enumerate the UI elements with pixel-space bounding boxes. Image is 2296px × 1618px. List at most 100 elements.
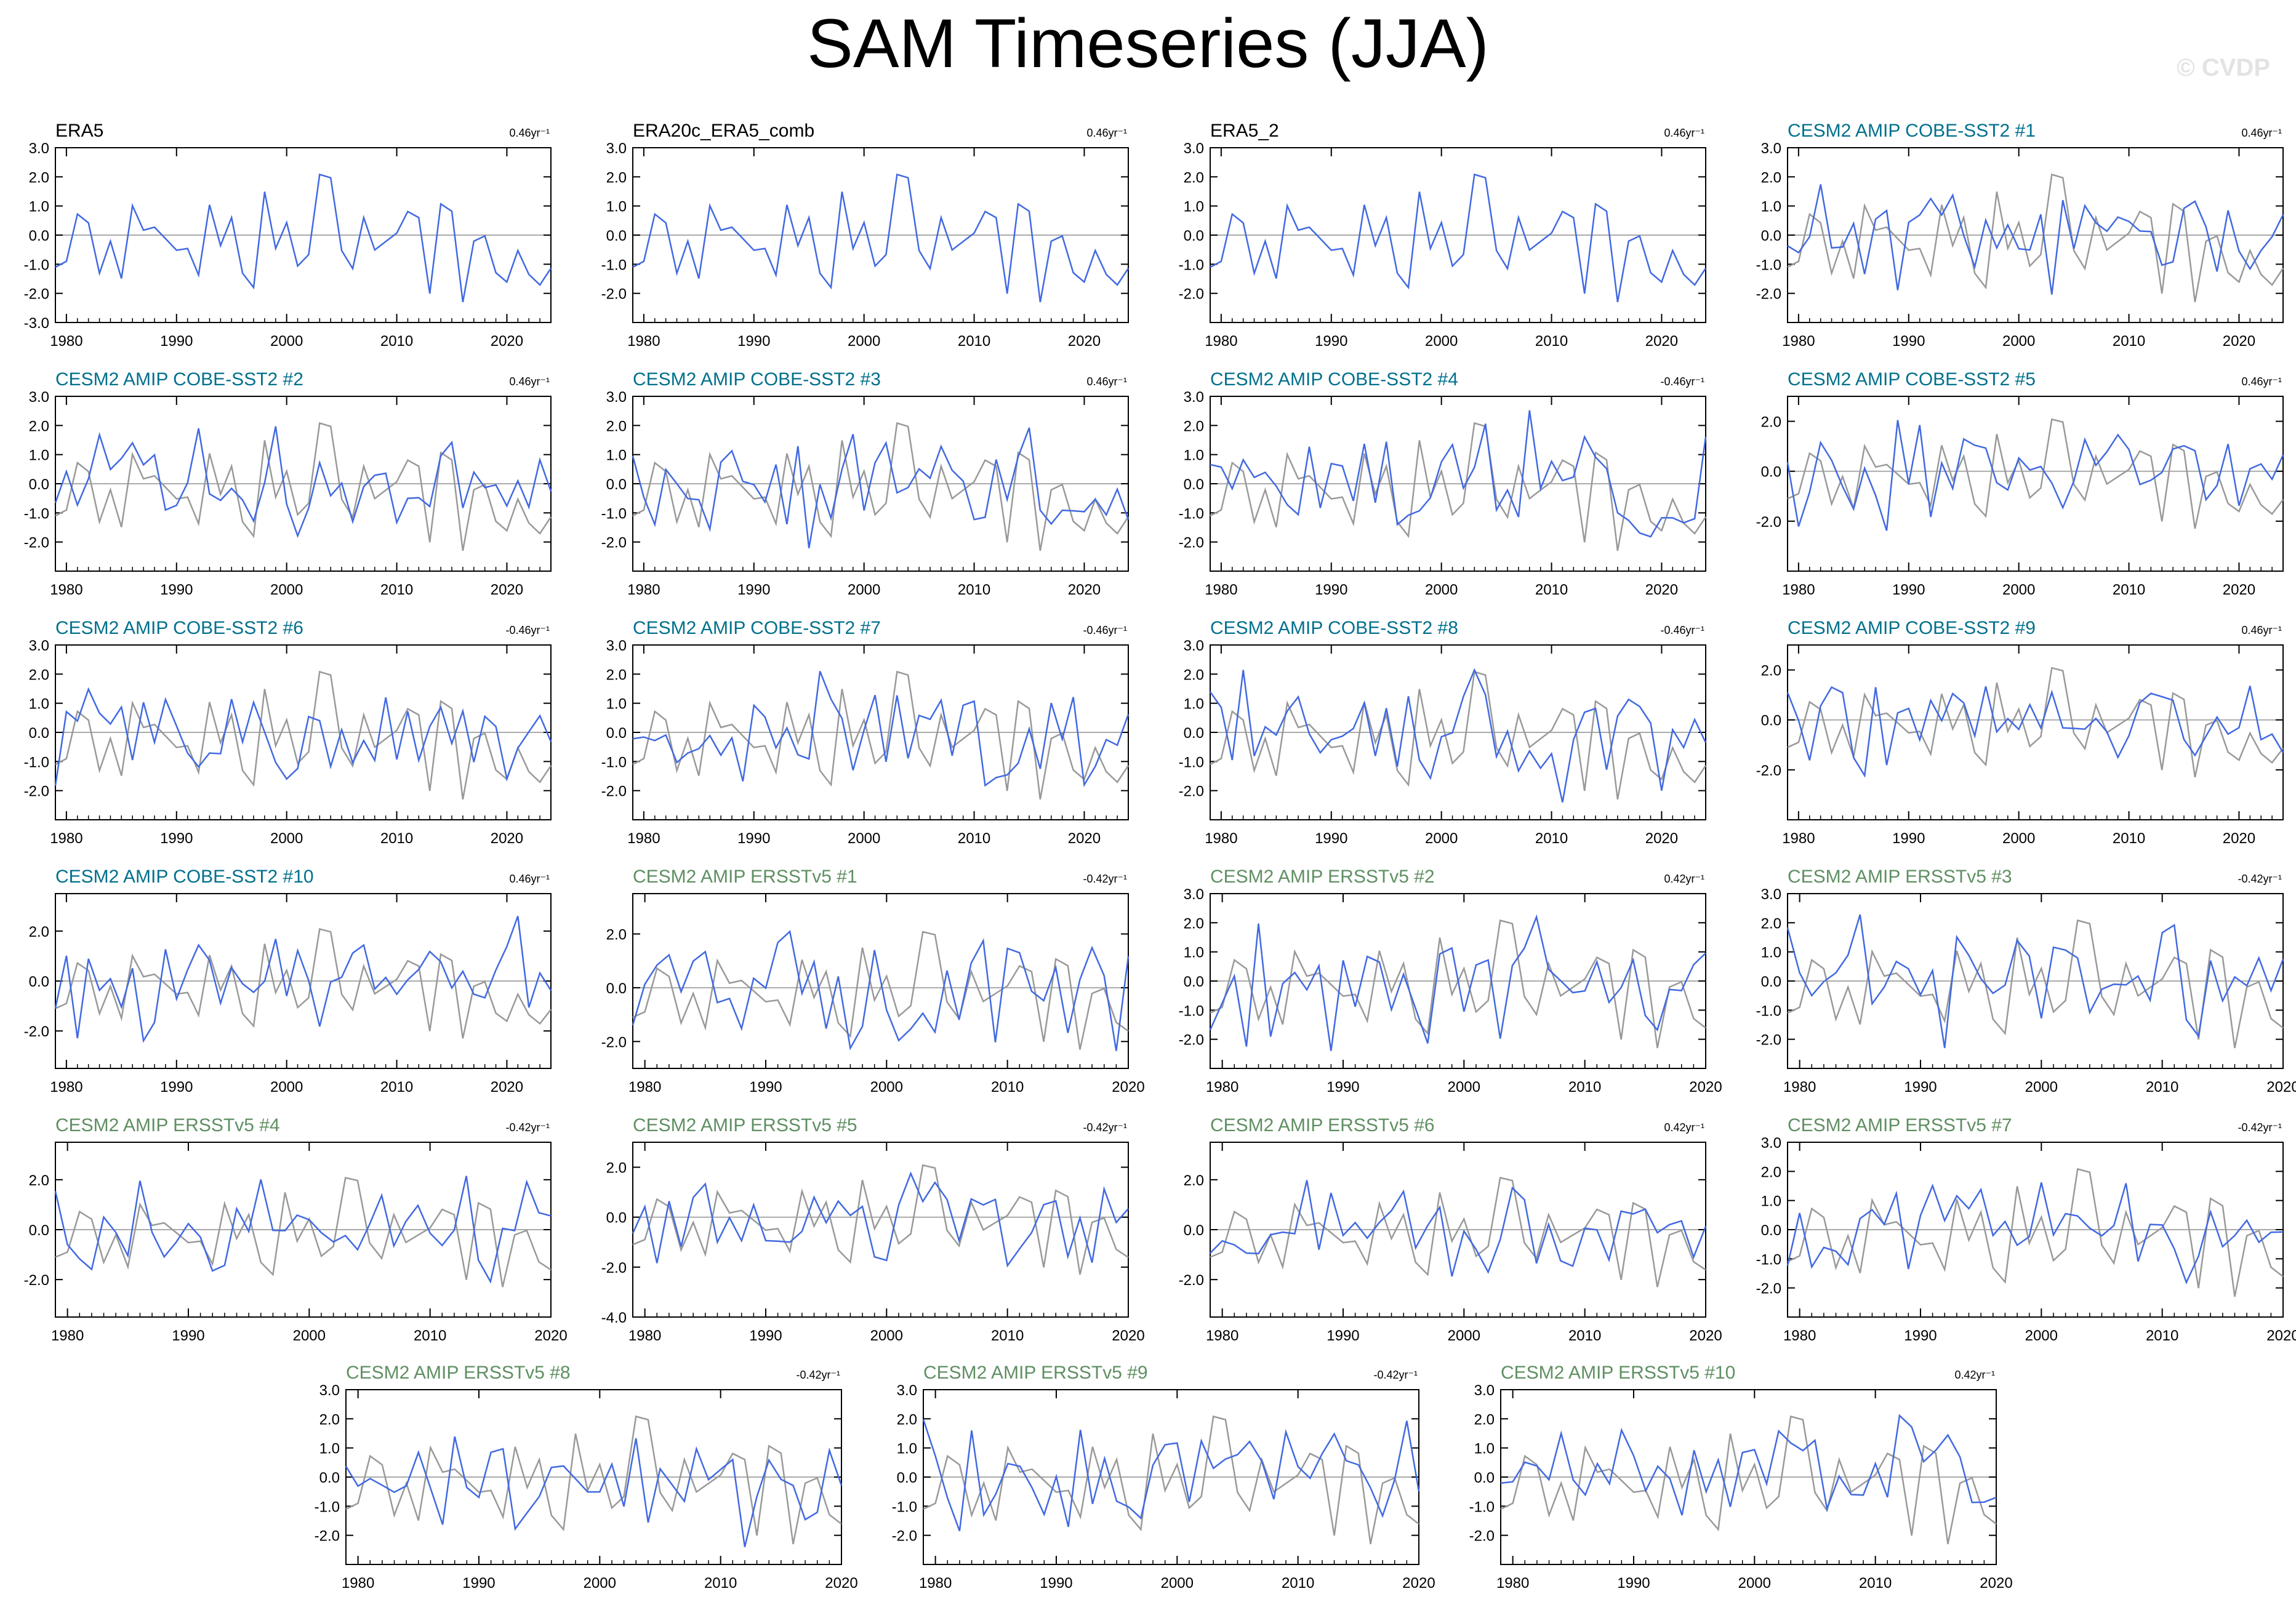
y-tick-label: 1.0 xyxy=(606,199,627,215)
x-tick-label: 2010 xyxy=(1568,1079,1601,1095)
y-tick-label: 3.0 xyxy=(1184,886,1204,903)
x-tick-label: 1990 xyxy=(1904,1328,1937,1344)
x-tick-label: 2010 xyxy=(1535,830,1568,847)
y-tick-label: -1.0 xyxy=(1469,1499,1495,1515)
x-tick-label: 1990 xyxy=(1892,333,1925,350)
obs-series-line xyxy=(632,931,1129,1050)
y-tick-label: 1.0 xyxy=(606,696,627,713)
x-tick-label: 1980 xyxy=(1206,1328,1238,1344)
x-tick-label: 2020 xyxy=(1068,333,1101,350)
y-tick-label: 3.0 xyxy=(1184,140,1204,157)
series-line xyxy=(922,1419,1420,1532)
x-tick-label: 2000 xyxy=(848,582,880,598)
y-tick-label: 0.0 xyxy=(897,1470,917,1486)
x-tick-label: 2020 xyxy=(1112,1079,1144,1095)
panel-14: CESM2 AMIP ERSSTv5 #1 -0.42yr⁻¹ 2.0 0.0 -2.0… xyxy=(601,867,1145,1095)
x-tick-label: 2010 xyxy=(2146,1328,2178,1344)
x-tick-label: 2000 xyxy=(270,582,303,598)
series-line xyxy=(55,173,552,303)
y-tick-label: 3.0 xyxy=(1761,886,1781,903)
x-tick-label: 2000 xyxy=(270,333,303,350)
y-tick-label: 2.0 xyxy=(1184,1172,1204,1189)
y-tick-label: 1.0 xyxy=(897,1441,917,1457)
x-tick-label: 2020 xyxy=(1068,830,1101,847)
x-tick-label: 2020 xyxy=(1645,582,1678,598)
x-tick-label: 2020 xyxy=(2223,830,2255,847)
series-line xyxy=(1786,1182,2284,1284)
panel-7: CESM2 AMIP COBE-SST2 #4 -0.46yr⁻¹ 3.0 2.0 1.… xyxy=(1179,369,1707,598)
plot-frame xyxy=(632,1142,1129,1318)
x-tick-label: 1980 xyxy=(627,582,660,598)
x-tick-label: 2010 xyxy=(1282,1575,1314,1592)
y-tick-label: 1.0 xyxy=(1184,447,1204,464)
x-tick-label: 1980 xyxy=(1205,333,1237,350)
panel-title: ERA5_2 xyxy=(1210,121,1279,141)
x-tick-label: 2000 xyxy=(2002,582,2035,598)
series-line xyxy=(1786,914,2284,1049)
x-tick-label: 2000 xyxy=(1448,1328,1480,1344)
x-tick-label: 1990 xyxy=(737,582,770,598)
x-tick-label: 2020 xyxy=(1689,1079,1722,1095)
panel-3: ERA5_2 0.46yr⁻¹ 3.0 2.0 1.0 0.0 -1.0 -2.0 1980 19… xyxy=(1179,121,1707,350)
x-tick-label: 1990 xyxy=(1315,830,1347,847)
x-tick-label: 1990 xyxy=(462,1575,495,1592)
y-tick-label: -1.0 xyxy=(315,1499,340,1515)
y-tick-label: -2.0 xyxy=(315,1528,340,1545)
x-tick-label: 2000 xyxy=(1448,1079,1480,1095)
x-tick-label: 1980 xyxy=(628,1079,661,1095)
y-tick-label: -2.0 xyxy=(1179,783,1204,800)
x-tick-label: 2000 xyxy=(870,1079,903,1095)
obs-series-line xyxy=(632,422,1130,551)
y-tick-label: 0.0 xyxy=(29,974,49,990)
y-tick-label: 1.0 xyxy=(1761,945,1781,961)
y-tick-label: 0.0 xyxy=(1184,725,1204,742)
x-tick-label: 2000 xyxy=(293,1328,326,1344)
x-tick-label: 1980 xyxy=(1205,830,1237,847)
y-tick-label: 2.0 xyxy=(1184,667,1204,683)
y-tick-label: 1.0 xyxy=(1761,199,1781,215)
panel-title: CESM2 AMIP ERSSTv5 #6 xyxy=(1210,1115,1435,1135)
x-tick-label: 1990 xyxy=(1315,333,1347,350)
x-tick-label: 1980 xyxy=(1782,582,1815,598)
x-tick-label: 1990 xyxy=(160,582,193,598)
panel-title: CESM2 AMIP ERSSTv5 #4 xyxy=(55,1115,280,1135)
x-tick-label: 2010 xyxy=(380,830,413,847)
panel-title: ERA5 xyxy=(55,121,103,141)
x-tick-label: 1990 xyxy=(172,1328,204,1344)
y-tick-label: 0.0 xyxy=(1761,974,1781,990)
obs-series-line xyxy=(345,1415,842,1545)
x-tick-label: 2010 xyxy=(2113,582,2145,598)
x-tick-label: 2000 xyxy=(2002,830,2035,847)
panel-6: CESM2 AMIP COBE-SST2 #3 0.46yr⁻¹ 3.0 2.0 1.0… xyxy=(601,369,1130,598)
y-tick-label: 1.0 xyxy=(319,1441,340,1457)
y-tick-label: 1.0 xyxy=(29,696,49,713)
y-tick-label: 2.0 xyxy=(897,1411,917,1428)
x-tick-label: 2000 xyxy=(584,1575,616,1592)
obs-series-line xyxy=(923,1415,1419,1545)
x-tick-label: 2000 xyxy=(2002,333,2035,350)
y-tick-label: -2.0 xyxy=(601,535,627,551)
obs-series-line xyxy=(1787,1167,2284,1297)
y-tick-label: 0.0 xyxy=(29,725,49,742)
panel-title: CESM2 AMIP ERSSTv5 #9 xyxy=(923,1363,1148,1383)
x-tick-label: 2000 xyxy=(1738,1575,1771,1592)
y-tick-label: 0.0 xyxy=(1474,1470,1495,1486)
y-tick-label: 2.0 xyxy=(1761,663,1781,679)
y-tick-label: -2.0 xyxy=(24,1272,49,1289)
y-tick-label: 0.0 xyxy=(1184,228,1204,244)
y-tick-label: -1.0 xyxy=(1179,505,1204,522)
y-tick-label: 2.0 xyxy=(29,418,49,435)
y-tick-label: -2.0 xyxy=(1179,535,1204,551)
x-tick-label: 1980 xyxy=(627,333,660,350)
x-tick-label: 2020 xyxy=(491,1079,523,1095)
panel-title: CESM2 AMIP ERSSTv5 #3 xyxy=(1788,867,2012,887)
y-tick-label: 0.0 xyxy=(606,725,627,742)
x-tick-label: 1980 xyxy=(342,1575,374,1592)
y-tick-label: 2.0 xyxy=(1761,1164,1781,1180)
trend-label: 0.46yr⁻¹ xyxy=(509,873,550,885)
series-line xyxy=(1210,410,1707,538)
series-line xyxy=(632,427,1130,548)
x-tick-label: 2020 xyxy=(534,1328,567,1344)
y-tick-label: 0.0 xyxy=(606,476,627,493)
trend-label: 0.46yr⁻¹ xyxy=(509,127,550,139)
